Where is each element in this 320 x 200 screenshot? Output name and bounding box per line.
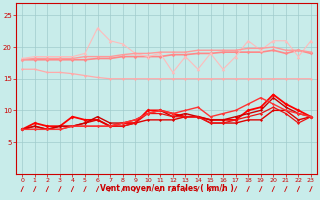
X-axis label: Vent moyen/en rafales ( km/h ): Vent moyen/en rafales ( km/h ) [100,184,234,193]
